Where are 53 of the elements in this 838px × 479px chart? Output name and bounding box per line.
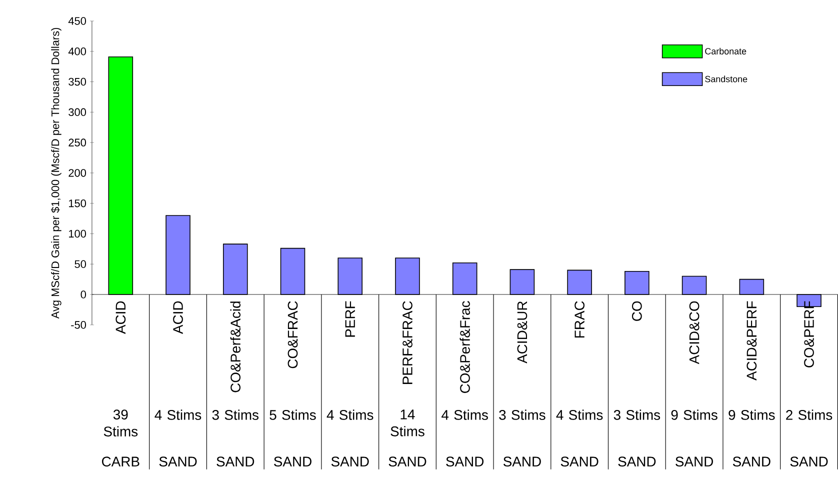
y-tick-label: 400: [68, 48, 86, 56]
text: 3 Stims: [212, 410, 258, 420]
text: SAND: [790, 456, 828, 467]
y-tick-label: -50: [71, 321, 86, 329]
text: 9 Stims: [671, 410, 718, 420]
y-tick-label: 100: [69, 230, 86, 238]
text: SAND: [274, 456, 312, 467]
text: SAND: [503, 456, 541, 467]
text: 3 Stims: [614, 410, 660, 420]
text: CARB: [102, 456, 140, 467]
text: SAND: [732, 456, 770, 467]
y-tick-label: 200: [68, 169, 86, 177]
x-tick-label: ACID: [173, 301, 183, 334]
text: 9 Stims: [728, 410, 775, 420]
text: 4 Stims: [442, 410, 488, 420]
x-tick-label: CO&Perf&Frac: [460, 301, 470, 394]
x-tick-label: ACID: [116, 301, 126, 334]
text: SAND: [216, 456, 254, 467]
x-tick-label: ACID&PERF: [746, 301, 757, 381]
y-tick-label: 450: [68, 17, 86, 25]
text: 4 Stims: [556, 410, 603, 420]
y-tick-label: 0: [80, 290, 86, 298]
text: 4 Stims: [326, 410, 374, 420]
text: 14 Stims: [390, 410, 424, 436]
y-tick-label: 150: [69, 200, 86, 208]
y-tick-label: 300: [68, 108, 86, 116]
y-axis-title: Avg MScf/D Gain per $1,000 (Mscf/D per Thousand Dollars): [50, 28, 62, 319]
x-tick-label: PERF&FRAC: [402, 301, 412, 384]
text: SAND: [618, 456, 656, 467]
text: SAND: [331, 456, 369, 467]
y-tick-label: 50: [74, 260, 86, 268]
text: SAND: [388, 456, 426, 467]
x-tick-label: PERF: [345, 301, 355, 337]
x-tick-label: CO: [632, 301, 642, 321]
x-tick-label: CO&FRAC: [288, 301, 298, 368]
y-tick-label: 350: [68, 78, 86, 86]
x-tick-label: ACID&UR: [517, 301, 528, 364]
x-tick-label: CO&PERF: [804, 301, 814, 368]
text: 4 Stims: [154, 410, 202, 420]
legend-label: Carbonate: [705, 48, 746, 55]
x-tick-label: ACID&CO: [689, 301, 700, 364]
text: SAND: [560, 456, 598, 467]
y-tick-label: 250: [68, 138, 86, 147]
x-tick-label: FRAC: [574, 301, 585, 338]
x-tick-label: CO&Perf&Acid: [230, 302, 241, 392]
text: 3 Stims: [499, 410, 546, 420]
text: SAND: [159, 456, 197, 467]
text: 2 Stims: [786, 410, 832, 420]
text: SAND: [446, 456, 484, 467]
legend-label: Sandstone: [705, 76, 748, 82]
text: 39 Stims: [104, 410, 138, 437]
text: SAND: [676, 456, 713, 467]
text: 5 Stims: [270, 410, 316, 420]
